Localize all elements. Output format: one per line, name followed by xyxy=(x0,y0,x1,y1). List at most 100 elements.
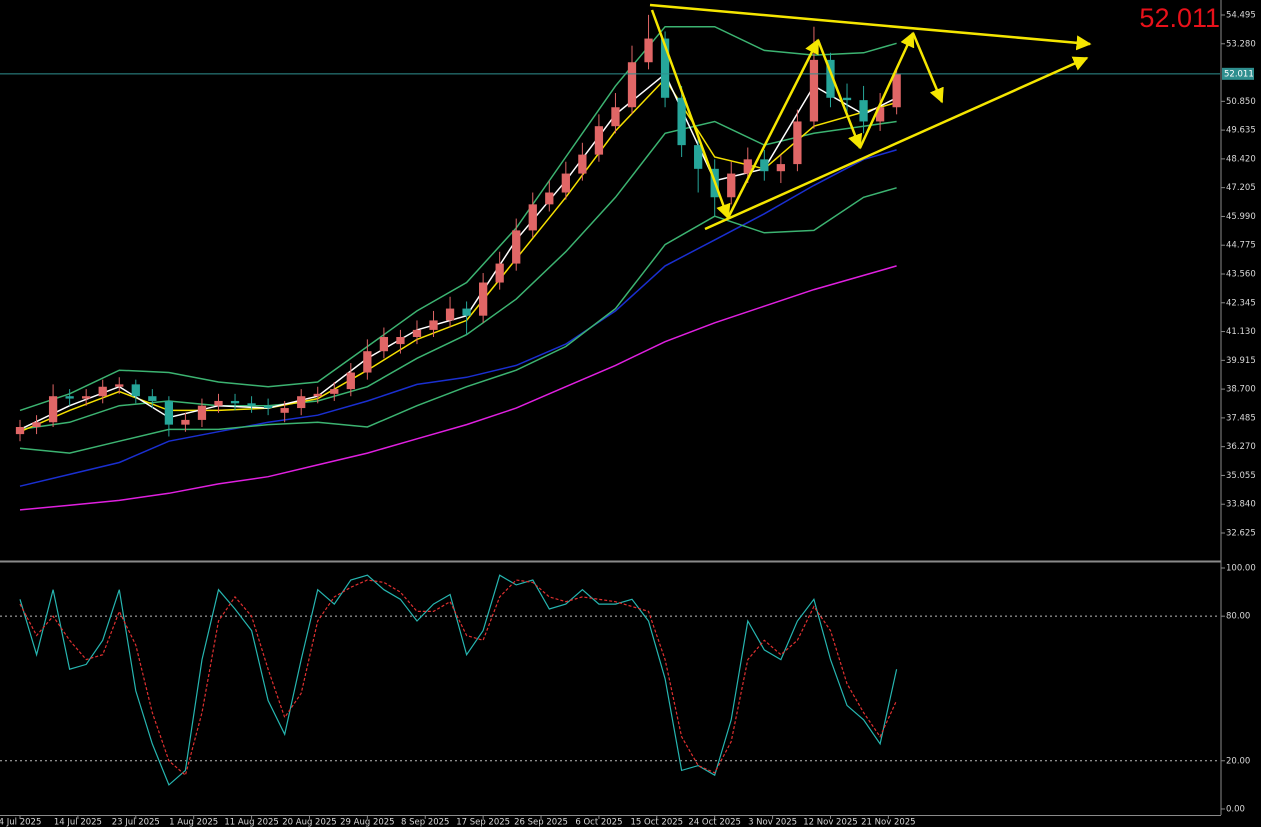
candle-body xyxy=(247,403,256,406)
candle-body xyxy=(263,405,273,409)
candle-body xyxy=(297,396,306,409)
y-tick-label: 41.130 xyxy=(1226,327,1256,337)
candle-body xyxy=(694,145,703,169)
candle-body xyxy=(313,393,322,397)
candle-body xyxy=(495,263,504,283)
x-tick-label: 24 Oct 2025 xyxy=(688,818,741,827)
wave-arrow xyxy=(911,32,944,104)
y-tick-label: 44.775 xyxy=(1226,241,1256,251)
wave-arrow xyxy=(858,31,915,149)
y-tick-label: 43.560 xyxy=(1226,269,1256,279)
x-tick-label: 8 Sep 2025 xyxy=(401,818,449,827)
candle-body xyxy=(512,230,521,264)
wave-arrow xyxy=(816,39,863,150)
candle-body xyxy=(561,173,570,193)
candle-body xyxy=(181,419,190,425)
y-tick-label: 49.635 xyxy=(1226,126,1256,136)
candle-body xyxy=(346,372,355,390)
y-tick-label: 54.495 xyxy=(1226,10,1256,20)
x-tick-label: 20 Aug 2025 xyxy=(282,818,336,827)
x-tick-label: 11 Aug 2025 xyxy=(224,818,278,827)
candle-body xyxy=(115,384,124,387)
y-tick-label: 53.280 xyxy=(1226,39,1256,49)
trend-line xyxy=(704,56,1089,231)
series-line xyxy=(19,149,897,487)
x-tick-label: 4 Jul 2025 xyxy=(0,818,41,827)
candle-body xyxy=(330,389,339,394)
current-price-big: 52.011 xyxy=(1139,3,1220,33)
y-tick-label: 48.420 xyxy=(1226,154,1256,164)
x-tick-label: 6 Oct 2025 xyxy=(575,818,622,827)
series-line xyxy=(19,574,898,786)
candle-body xyxy=(760,159,769,172)
x-tick-label: 21 Nov 2025 xyxy=(861,818,915,827)
x-tick-label: 1 Aug 2025 xyxy=(169,818,218,827)
candle-body xyxy=(627,62,637,108)
candle-body xyxy=(131,384,140,397)
candle-body xyxy=(15,427,25,435)
candle-body xyxy=(528,204,537,231)
y-tick-label: 33.840 xyxy=(1226,500,1256,510)
candle-body xyxy=(396,336,405,345)
y-tick-label: 32.625 xyxy=(1226,528,1256,538)
candle-body xyxy=(743,159,752,174)
candle-body xyxy=(48,396,58,423)
candle-body xyxy=(859,100,868,122)
x-tick-label: 3 Nov 2025 xyxy=(748,818,797,827)
candle-body xyxy=(197,405,207,420)
y-tick-label: 42.345 xyxy=(1226,298,1256,308)
candle-body xyxy=(793,121,802,165)
candle-body xyxy=(32,422,41,428)
series-line xyxy=(19,265,897,511)
candle-body xyxy=(892,73,901,108)
y-tick-label: 37.485 xyxy=(1226,413,1256,423)
candle-body xyxy=(280,408,289,413)
candle-body xyxy=(660,38,670,98)
trend-line xyxy=(649,3,1092,51)
y-tick-label: 0.00 xyxy=(1226,804,1245,814)
y-tick-label: 36.270 xyxy=(1226,442,1256,452)
plot-area xyxy=(0,14,1220,786)
candle-body xyxy=(875,107,885,122)
x-tick-label: 15 Oct 2025 xyxy=(631,818,684,827)
candle-body xyxy=(644,38,653,63)
series-line xyxy=(19,579,898,777)
panel xyxy=(0,574,1220,786)
y-tick-label: 38.700 xyxy=(1226,385,1256,395)
candle-body xyxy=(363,351,372,373)
candle-body xyxy=(545,192,554,205)
candle-body xyxy=(776,164,785,172)
y-tick-label: 45.990 xyxy=(1226,212,1256,222)
candle-body xyxy=(462,308,471,316)
x-tick-label: 29 Aug 2025 xyxy=(340,818,394,827)
candle-body xyxy=(148,396,157,401)
y-tick-label: 35.055 xyxy=(1226,471,1256,481)
candle-body xyxy=(842,97,852,101)
candle-body xyxy=(445,308,455,321)
panel xyxy=(0,14,1220,511)
series-line xyxy=(19,25,897,412)
candle-body xyxy=(164,400,174,425)
candle-body xyxy=(578,154,587,174)
candle-body xyxy=(479,282,488,316)
x-tick-label: 26 Sep 2025 xyxy=(514,818,568,827)
candle-body xyxy=(809,59,819,122)
y-tick-label: 20.00 xyxy=(1226,756,1250,766)
candle-body xyxy=(429,320,438,330)
candle-body xyxy=(214,400,223,406)
candle-body xyxy=(412,329,422,337)
candle-body xyxy=(65,396,74,399)
y-tick-label: 47.205 xyxy=(1226,183,1256,193)
candle-body xyxy=(727,173,736,198)
wave-arrow xyxy=(726,38,820,219)
wave-arrow xyxy=(650,9,731,220)
current-price-label: 52.011 xyxy=(1224,69,1254,79)
y-tick-label: 80.00 xyxy=(1226,612,1250,622)
candle-body xyxy=(594,126,604,155)
x-tick-label: 12 Nov 2025 xyxy=(803,818,857,827)
y-tick-label: 39.915 xyxy=(1226,356,1256,366)
